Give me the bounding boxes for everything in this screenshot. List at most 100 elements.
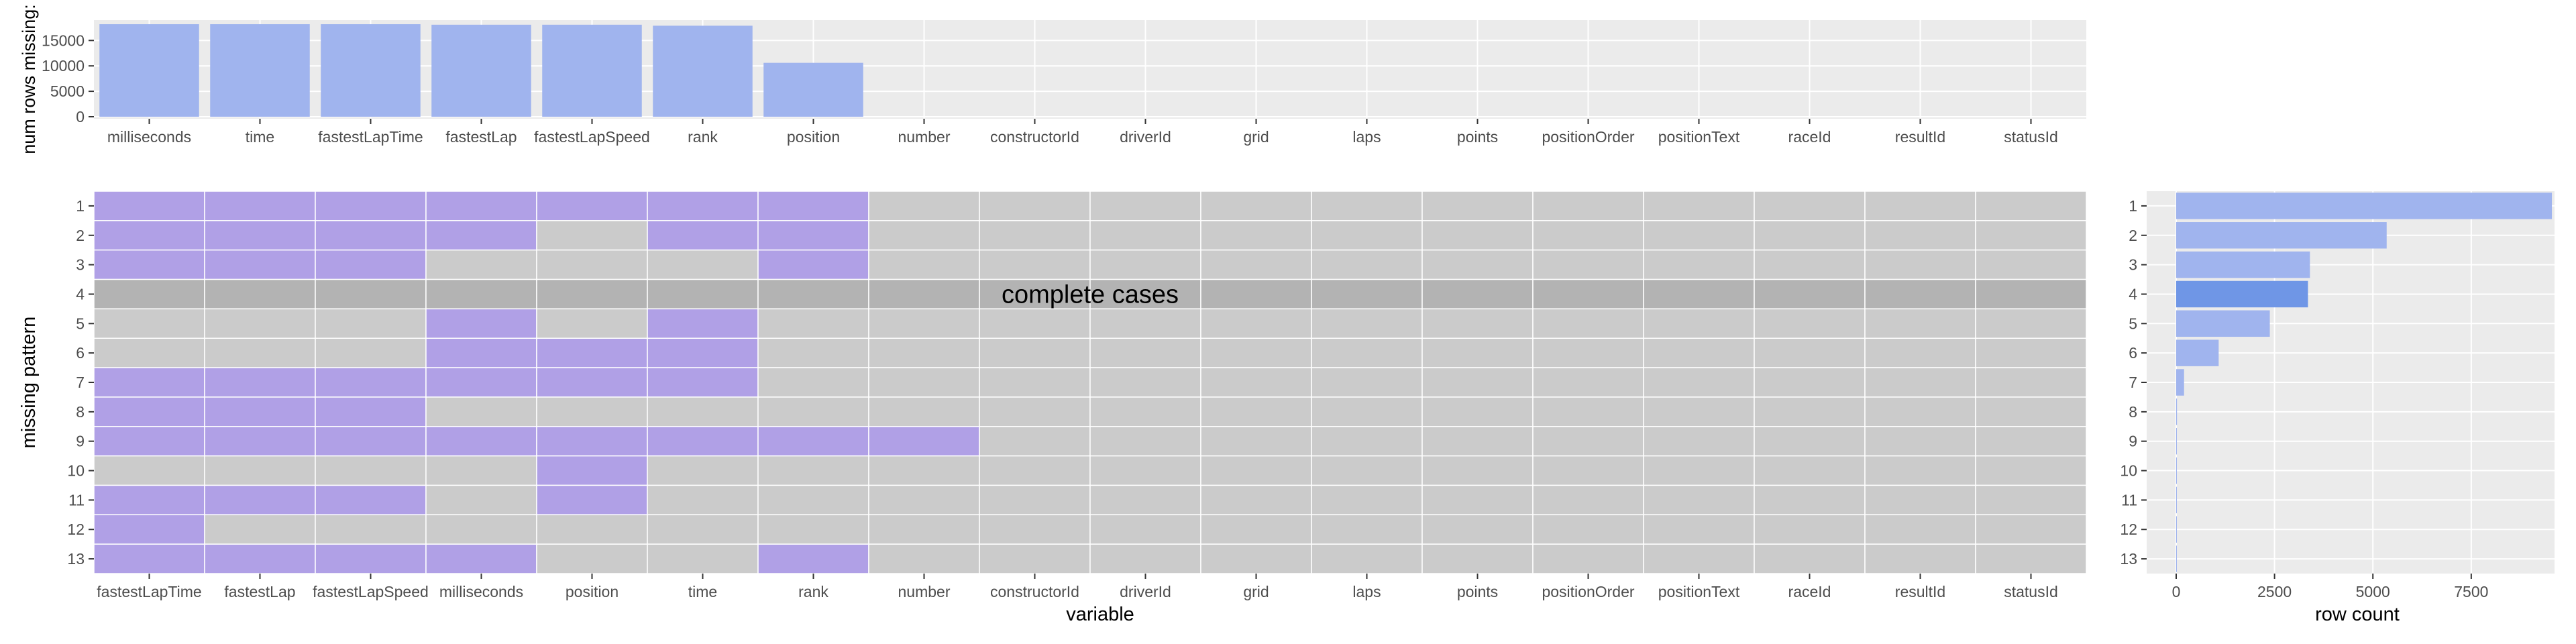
cell-r7-fastestLapTime	[93, 367, 205, 398]
row-count-bar-10	[2176, 457, 2177, 484]
right-pattern-label-10: 10	[2120, 462, 2137, 480]
complete-cases-annotation: complete cases	[1002, 280, 1179, 309]
cell-r8-positionOrder	[1532, 396, 1644, 427]
cell-r13-time	[647, 543, 759, 574]
bar-fastestLap	[431, 24, 531, 117]
variable-label-constructorId: constructorId	[990, 583, 1079, 600]
cell-r8-laps	[1311, 396, 1423, 427]
cell-r1-milliseconds	[425, 191, 537, 221]
right-panel-x-axis-title: row count	[2315, 604, 2400, 625]
x-tick-label-positionOrder: positionOrder	[1542, 128, 1634, 146]
cell-r11-laps	[1311, 484, 1423, 516]
x-tick-label-driverId: driverId	[1120, 128, 1171, 146]
variable-label-fastestLap: fastestLap	[224, 583, 295, 600]
cell-r1-points	[1421, 191, 1534, 221]
x-tick-label-laps: laps	[1352, 128, 1381, 146]
cell-r2-rank	[757, 220, 869, 251]
main-panel-x-axis-title: variable	[1066, 604, 1134, 625]
y-tick-label: 5000	[50, 83, 85, 100]
cell-r10-driverId	[1089, 455, 1201, 486]
cell-r5-fastestLapTime	[93, 308, 205, 339]
cell-r9-number	[868, 426, 980, 457]
cell-r10-constructorId	[979, 455, 1091, 486]
cell-r2-fastestLapTime	[93, 220, 205, 251]
cell-r10-fastestLap	[204, 455, 316, 486]
cell-r4-time	[647, 278, 759, 310]
x-tick-label: 7500	[2454, 583, 2488, 600]
cell-r5-positionText	[1643, 308, 1755, 339]
cell-r7-points	[1421, 367, 1534, 398]
cell-r11-raceId	[1754, 484, 1866, 516]
cell-r5-milliseconds	[425, 308, 537, 339]
cell-r11-positionText	[1643, 484, 1755, 516]
cell-r11-milliseconds	[425, 484, 537, 516]
cell-r12-milliseconds	[425, 514, 537, 545]
cell-r10-resultId	[1864, 455, 1976, 486]
cell-r6-number	[868, 337, 980, 368]
cell-r6-laps	[1311, 337, 1423, 368]
cell-r7-driverId	[1089, 367, 1201, 398]
top-panel-bars	[99, 24, 863, 117]
cell-r7-positionText	[1643, 367, 1755, 398]
cell-r13-raceId	[1754, 543, 1866, 574]
y-tick-label: 10000	[42, 57, 85, 74]
cell-r10-statusId	[1975, 455, 2087, 486]
cell-r8-fastestLapTime	[93, 396, 205, 427]
bar-fastestLapTime	[321, 24, 421, 117]
cell-r9-fastestLapSpeed	[315, 426, 427, 457]
cell-r9-time	[647, 426, 759, 457]
cell-r5-positionOrder	[1532, 308, 1644, 339]
cell-r1-positionText	[1643, 191, 1755, 221]
variable-label-laps: laps	[1352, 583, 1381, 600]
cell-r1-raceId	[1754, 191, 1866, 221]
top-panel-background	[94, 20, 2086, 119]
cell-r4-fastestLapTime	[93, 278, 205, 310]
cell-r2-resultId	[1864, 220, 1976, 251]
pattern-label-1: 1	[76, 197, 85, 215]
variable-label-positionOrder: positionOrder	[1542, 583, 1634, 600]
right-pattern-label-2: 2	[2129, 227, 2137, 244]
cell-r9-points	[1421, 426, 1534, 457]
cell-r4-milliseconds	[425, 278, 537, 310]
cell-r13-positionText	[1643, 543, 1755, 574]
cell-r10-grid	[1200, 455, 1312, 486]
cell-r12-statusId	[1975, 514, 2087, 545]
cell-r9-statusId	[1975, 426, 2087, 457]
cell-r9-constructorId	[979, 426, 1091, 457]
x-tick-label-milliseconds: milliseconds	[107, 128, 191, 146]
y-tick-label: 15000	[42, 32, 85, 49]
row-count-bar-6	[2176, 339, 2219, 366]
pattern-label-3: 3	[76, 256, 85, 274]
cell-r6-driverId	[1089, 337, 1201, 368]
cell-r6-fastestLapSpeed	[315, 337, 427, 368]
variable-label-milliseconds: milliseconds	[439, 583, 523, 600]
cell-r2-statusId	[1975, 220, 2087, 251]
cell-r8-positionText	[1643, 396, 1755, 427]
variable-label-positionText: positionText	[1658, 583, 1740, 600]
cell-r11-position	[536, 484, 648, 516]
cell-r6-points	[1421, 337, 1534, 368]
cell-r13-statusId	[1975, 543, 2087, 574]
cell-r3-driverId	[1089, 249, 1201, 280]
cell-r12-driverId	[1089, 514, 1201, 545]
cell-r3-positionText	[1643, 249, 1755, 280]
cell-r2-positionText	[1643, 220, 1755, 251]
cell-r10-laps	[1311, 455, 1423, 486]
cell-r2-milliseconds	[425, 220, 537, 251]
cell-r8-raceId	[1754, 396, 1866, 427]
right-pattern-label-9: 9	[2129, 433, 2137, 450]
variable-label-rank: rank	[798, 583, 828, 600]
cell-r3-points	[1421, 249, 1534, 280]
top-panel-x-ticks: milliseconds time fastestLapTime fastestLap…	[107, 119, 2058, 146]
x-tick-label-fastestLapSpeed: fastestLapSpeed	[534, 128, 650, 146]
right-pattern-label-11: 11	[2121, 491, 2137, 508]
cell-r5-grid	[1200, 308, 1312, 339]
x-tick-label-raceId: raceId	[1788, 128, 1831, 146]
top-panel-missing-counts: 0 5000 10000 15000 milliseconds time fastestL…	[19, 4, 2086, 154]
cell-r5-statusId	[1975, 308, 2087, 339]
variable-label-grid: grid	[1243, 583, 1269, 600]
cell-r12-grid	[1200, 514, 1312, 545]
